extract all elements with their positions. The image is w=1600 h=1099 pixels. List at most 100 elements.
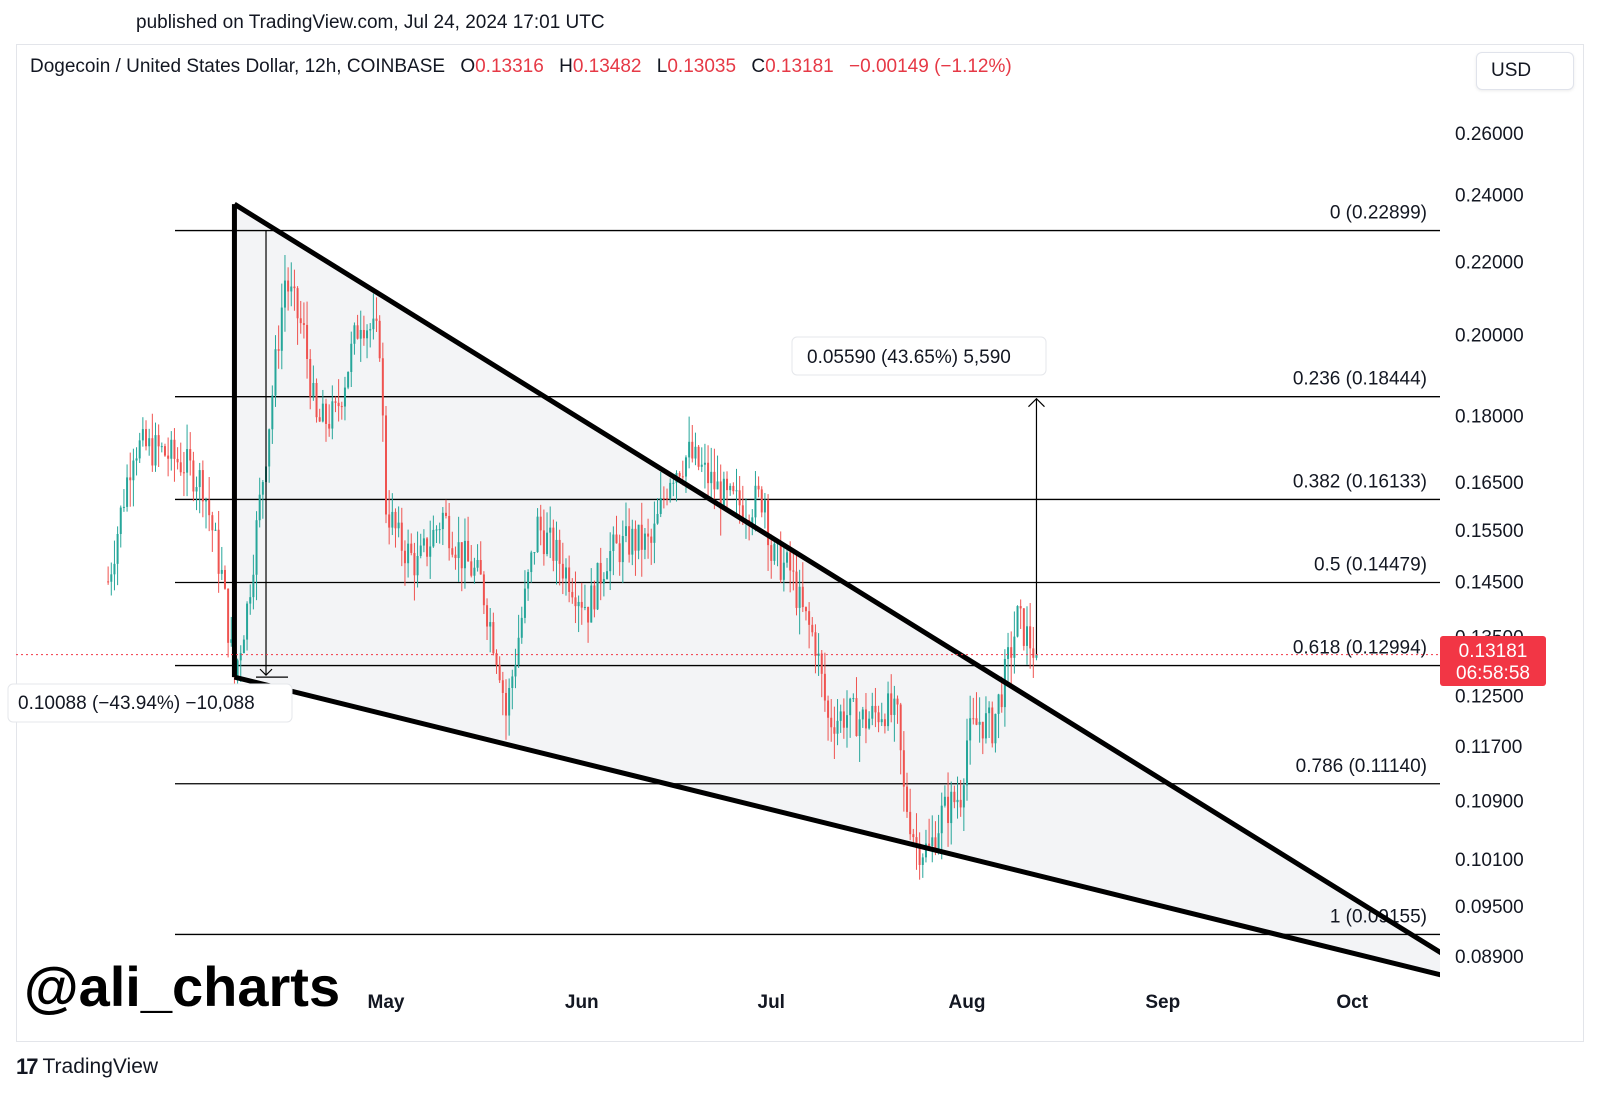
candle-body [792,570,795,572]
candle-body [242,639,245,654]
candle-body [283,280,286,308]
candle-body [972,718,975,720]
candle-body [227,588,230,643]
candle-body [943,796,946,806]
x-axis-tick-label: Jul [758,992,785,1013]
candle-body [984,713,987,739]
candle-body [448,515,451,549]
tradingview-brand: 17 TradingView [16,1054,158,1080]
candle-body [362,329,365,339]
candle-body [542,530,545,555]
high-label: H [559,56,573,77]
candle-body [587,606,590,623]
candle-body [457,542,460,559]
candle-body [561,563,564,579]
candle-body [520,617,523,638]
candle-body [827,700,830,718]
candle-body [463,540,466,569]
candle-body [921,857,924,865]
candle-body [211,515,214,531]
candle-body [170,439,173,459]
candle-body [830,717,833,728]
candle-body [940,805,943,834]
candle-body [956,799,959,803]
candle-body [719,481,722,509]
candle-body [473,567,476,576]
candle-body [403,550,406,564]
published-note: published on TradingView.com, Jul 24, 20… [136,12,605,33]
candle-body [574,597,577,607]
candle-body [328,423,331,429]
fib-level-label: 0.618 (0.12994) [1293,638,1427,659]
candle-body [669,482,672,499]
candle-body [713,471,716,490]
currency-button[interactable]: USD [1476,52,1574,90]
brand-name: TradingView [42,1055,159,1078]
candle-body [966,740,968,786]
candle-body [306,324,309,360]
candle-body [375,318,378,321]
candle-body [615,534,618,544]
candle-body [637,524,640,551]
x-axis-tick-label: Jun [565,992,599,1013]
candle-body [602,578,605,584]
candle-body [606,571,609,579]
candle-body [934,837,937,852]
candle-body [814,632,817,656]
candle-body [684,457,687,477]
candle-body [268,429,271,467]
candle-body [321,403,324,422]
candle-body [116,533,119,564]
candle-body [909,811,912,835]
candle-body [770,545,773,561]
candle-body [530,552,533,573]
candle-body [839,711,842,721]
candle-body [716,481,719,490]
candle-body [735,490,738,492]
candle-body [492,622,495,654]
candle-body [385,415,387,515]
candle-body [110,574,113,582]
candle-body [691,441,694,459]
candle-body [722,478,725,509]
candle-body [893,698,896,715]
candle-body [504,692,507,716]
candle-body [290,286,293,292]
candle-body [476,560,479,568]
candle-body [621,535,624,563]
candle-body [997,694,1000,714]
candle-body [659,498,662,514]
candle-body [988,707,991,714]
candle-body [583,606,586,608]
fib-level-label: 0.382 (0.16133) [1293,471,1427,492]
candle-body [902,750,905,787]
candle-body [918,843,921,865]
candle-body [991,707,994,744]
y-axis-tick-label: 0.16500 [1455,473,1524,494]
candle-body [624,526,627,536]
close-label: C [751,56,766,77]
candle-body [874,705,877,713]
candle-body [192,460,195,492]
candle-body [969,718,972,741]
candle-body [801,586,804,608]
candle-body [154,435,157,466]
candle-body [1035,654,1038,658]
candle-body [369,329,372,331]
candle-body [353,325,356,344]
candle-body [643,533,646,550]
candle-body [470,561,473,576]
candle-body [454,554,457,559]
y-axis-tick-label: 0.20000 [1455,325,1524,346]
candle-body [681,476,684,478]
candle-body [710,471,713,484]
candle-body [138,440,141,459]
candle-body [422,538,425,546]
candle-body [119,507,122,534]
candle-body [883,719,886,727]
candle-body [217,529,220,574]
candle-body [148,438,151,447]
candle-body [846,715,849,728]
measure-down-label: 0.10088 (−43.94%) −10,088 [18,693,255,714]
